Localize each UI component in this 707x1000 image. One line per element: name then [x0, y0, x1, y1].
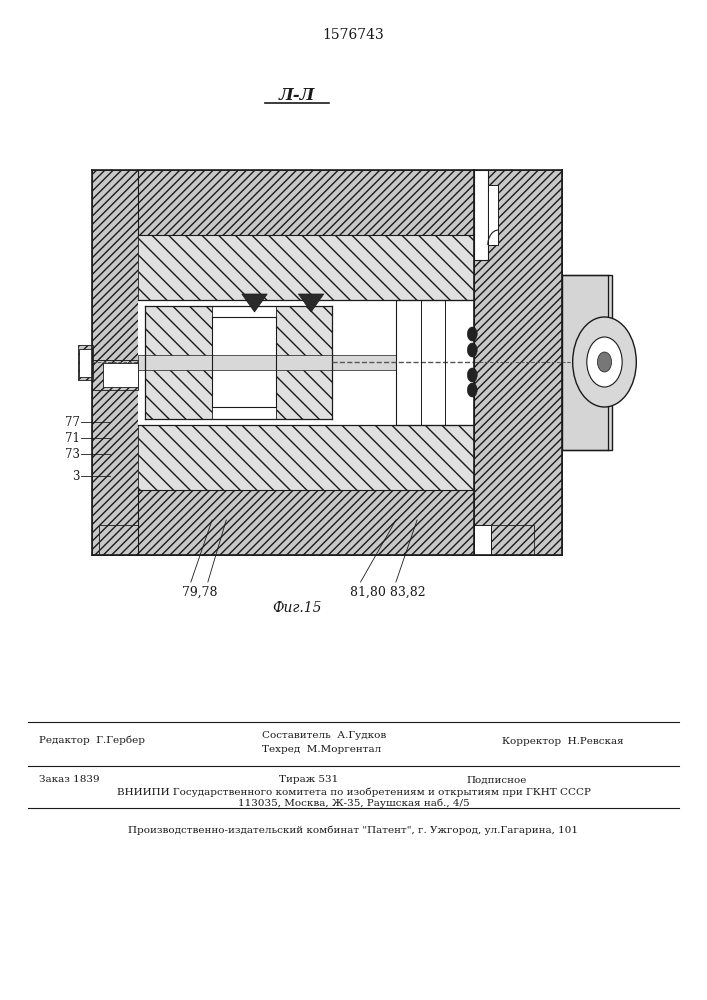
Polygon shape [298, 294, 324, 312]
Bar [138, 235, 474, 300]
Bar [103, 363, 138, 387]
Bar [566, 280, 608, 445]
Bar [396, 300, 474, 425]
Bar [138, 490, 474, 555]
Circle shape [573, 317, 636, 407]
Bar [474, 525, 491, 555]
Text: Корректор  Н.Ревская: Корректор Н.Ревская [502, 738, 624, 746]
Bar [276, 306, 332, 419]
Circle shape [587, 337, 622, 387]
Circle shape [597, 352, 612, 372]
Bar [212, 317, 276, 407]
Bar [79, 349, 92, 377]
Bar [92, 170, 138, 360]
Polygon shape [242, 294, 267, 312]
Bar [445, 305, 470, 420]
Circle shape [467, 368, 477, 382]
Bar [138, 355, 474, 370]
Bar [99, 525, 138, 555]
Bar [138, 170, 474, 235]
Text: 113035, Москва, Ж-35, Раушская наб., 4/5: 113035, Москва, Ж-35, Раушская наб., 4/5 [238, 798, 469, 808]
Text: 77: 77 [65, 416, 80, 428]
Bar [92, 360, 138, 555]
Text: 1576743: 1576743 [322, 28, 385, 42]
Bar [608, 335, 626, 390]
Text: Фиг.15: Фиг.15 [272, 601, 322, 615]
Bar [474, 170, 488, 260]
Bar [488, 185, 498, 245]
Text: Техред  М.Моргентал: Техред М.Моргентал [262, 746, 381, 754]
Text: 73: 73 [65, 448, 80, 460]
Bar [399, 305, 421, 420]
Circle shape [467, 383, 477, 397]
Circle shape [467, 327, 477, 341]
Text: Производственно-издательский комбинат "Патент", г. Ужгород, ул.Гагарина, 101: Производственно-издательский комбинат "П… [129, 825, 578, 835]
Bar [562, 275, 612, 450]
Text: Редактор  Г.Гербер: Редактор Г.Гербер [39, 735, 145, 745]
Text: 3: 3 [72, 470, 80, 483]
Text: 79,78: 79,78 [182, 585, 217, 598]
Text: ВНИИПИ Государственного комитета по изобретениям и открытиям при ГКНТ СССР: ВНИИПИ Государственного комитета по изоб… [117, 787, 590, 797]
Bar [78, 345, 93, 380]
Text: Тираж 531: Тираж 531 [279, 776, 339, 784]
Bar [138, 300, 474, 425]
Text: 81,80 83,82: 81,80 83,82 [350, 585, 425, 598]
Circle shape [467, 343, 477, 357]
Text: Подписное: Подписное [467, 776, 527, 784]
Bar [474, 170, 562, 555]
Text: 71: 71 [65, 432, 80, 444]
Bar [145, 306, 212, 419]
Bar [491, 525, 534, 555]
Bar [138, 425, 474, 490]
Text: Л-Л: Л-Л [279, 87, 315, 104]
Bar [92, 360, 138, 390]
Text: Составитель  А.Гудков: Составитель А.Гудков [262, 730, 386, 740]
Text: Заказ 1839: Заказ 1839 [39, 776, 100, 784]
